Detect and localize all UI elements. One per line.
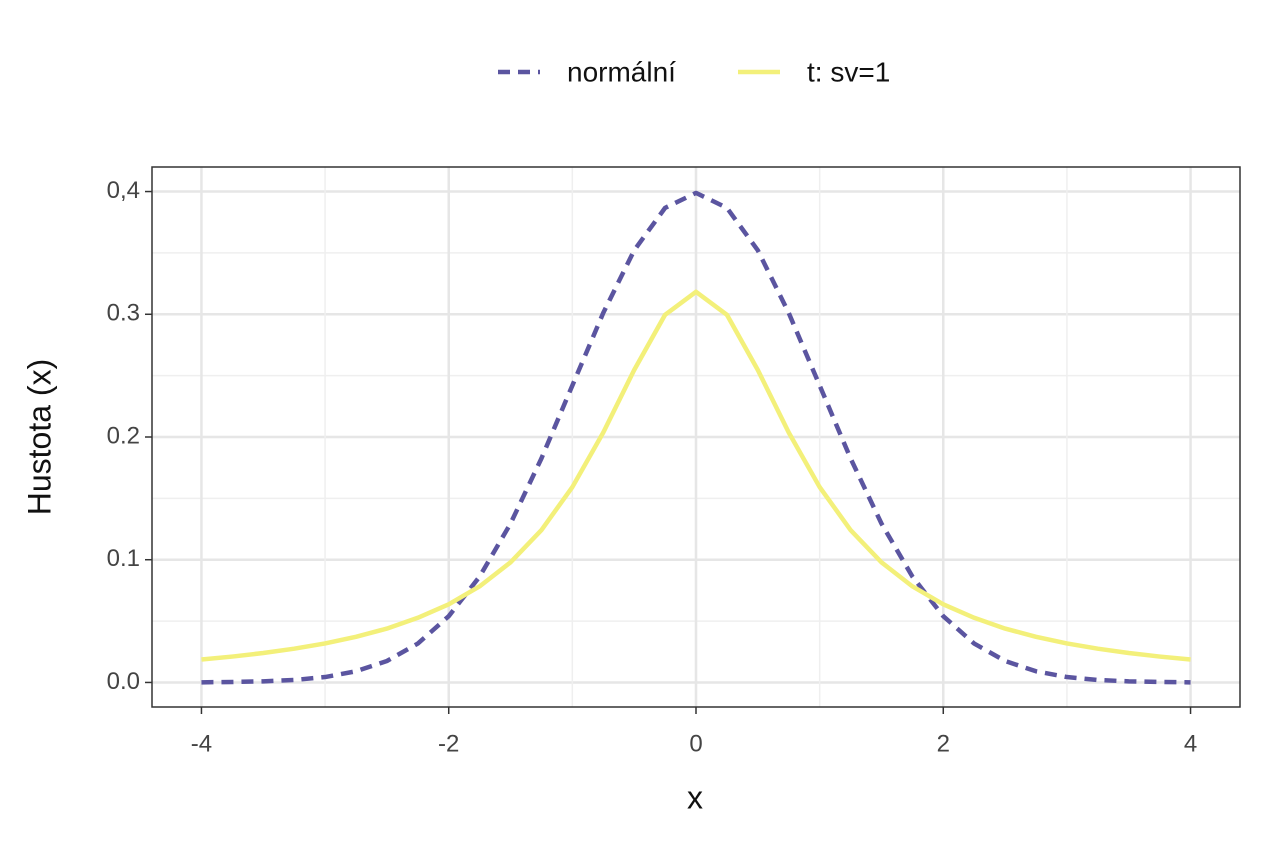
y-tick-label: 0.1 <box>107 545 140 572</box>
x-tick-label: -4 <box>191 730 212 757</box>
y-tick-label: 0.2 <box>107 422 140 449</box>
legend-label: normální <box>567 56 676 87</box>
legend-label: t: sv=1 <box>807 56 890 87</box>
y-tick-label: 0.3 <box>107 300 140 327</box>
x-tick-label: -2 <box>438 730 459 757</box>
series-line <box>201 190 1191 685</box>
x-tick-label: 2 <box>937 730 950 757</box>
x-tick-label: 4 <box>1184 730 1197 757</box>
x-axis-title: x <box>687 779 703 815</box>
x-tick-label: 0 <box>689 730 702 757</box>
y-axis-title: Hustota (x) <box>21 359 57 515</box>
y-tick-label: 0.0 <box>107 668 140 695</box>
y-tick-label: 0,4 <box>107 177 140 204</box>
series-line <box>201 289 1191 662</box>
